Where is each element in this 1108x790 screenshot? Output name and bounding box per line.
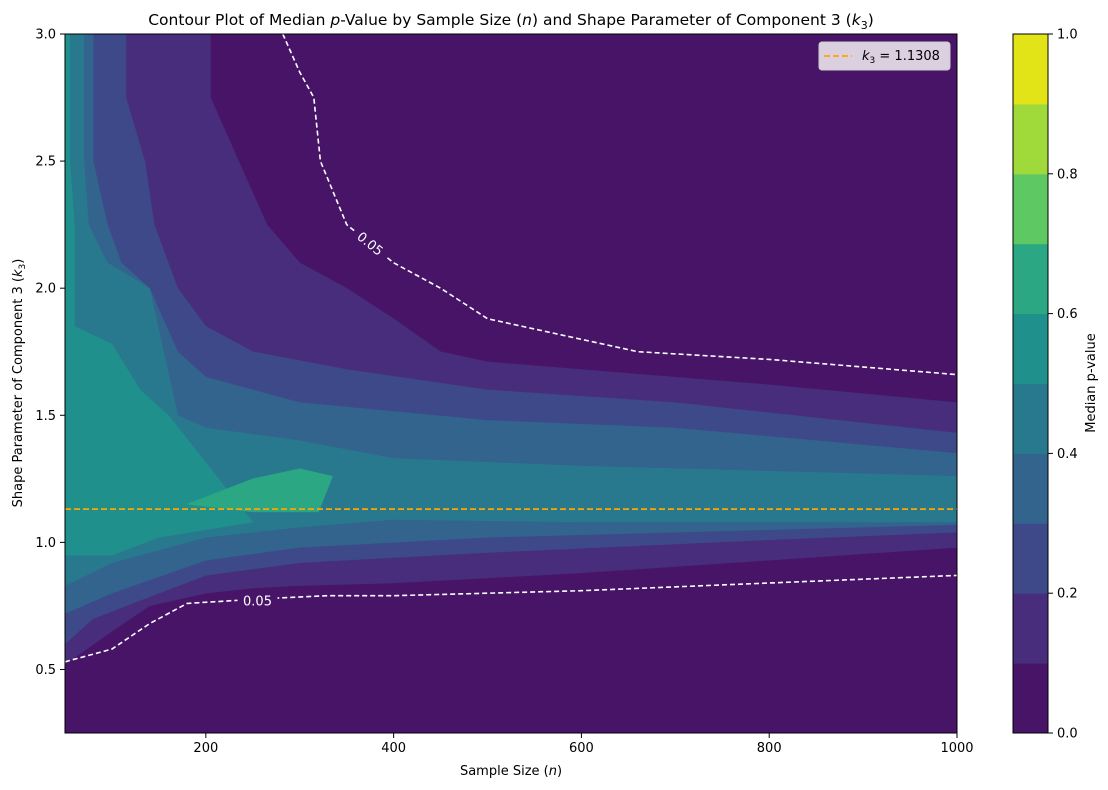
contour-label-upper-gap [349, 224, 392, 264]
x-tick-label: 1000 [940, 741, 973, 756]
legend-label: k3 = 1.1308 [862, 49, 940, 66]
colorbar-tick-label: 0.6 [1057, 307, 1078, 322]
colorbar-segment [1013, 34, 1048, 105]
x-axis: 200 400 600 800 1000 [193, 733, 974, 756]
colorbar-segment [1013, 173, 1048, 245]
contour-line-lower [65, 574, 957, 663]
contour-band-5 [65, 34, 254, 556]
x-axis-label: Sample Size (n) [460, 764, 562, 779]
y-tick-label: 2.0 [35, 282, 56, 297]
x-tick-label: 600 [569, 741, 594, 756]
contour-label-lower: 0.05 [243, 594, 272, 609]
colorbar-segment [1013, 663, 1048, 734]
contour-label-lower-gap [237, 591, 278, 610]
colorbar-frame [1012, 33, 1049, 734]
colorbar-tick-label: 0.4 [1057, 447, 1078, 462]
colorbar-segment [1013, 383, 1048, 454]
x-tick-label: 400 [381, 741, 406, 756]
x-tick-label: 200 [193, 741, 218, 756]
y-tick-label: 3.0 [35, 28, 56, 43]
contour-band-6 [187, 468, 333, 513]
contour-fills [65, 34, 957, 733]
y-tick-label: 1.5 [35, 409, 56, 424]
y-tick-label: 2.5 [35, 155, 56, 170]
y-axis: 0.5 1.0 1.5 2.0 2.5 3.0 [35, 28, 65, 678]
x-tick-label: 800 [757, 741, 782, 756]
colorbar-label: Median p-value [1084, 333, 1099, 433]
colorbar-segment [1013, 593, 1048, 664]
colorbar-tick-label: 0.2 [1057, 587, 1078, 602]
contour-line-upper [282, 34, 957, 376]
colorbar-segment [1013, 453, 1048, 524]
plot-frame [64, 33, 958, 734]
colorbar-tick-label: 1.0 [1057, 28, 1078, 43]
contour-band-4 [65, 34, 957, 586]
colorbar [1013, 34, 1048, 734]
legend: k3 = 1.1308 [818, 41, 951, 71]
chart-title: Contour Plot of Median p-Value by Sample… [148, 11, 874, 32]
contour-lines [65, 34, 957, 663]
y-tick-label: 0.5 [35, 663, 56, 678]
colorbar-tick-label: 0.0 [1057, 727, 1078, 742]
y-tick-label: 1.0 [35, 536, 56, 551]
legend-box [818, 41, 951, 71]
y-axis-label: Shape Parameter of Component 3 (k3) [11, 259, 28, 508]
colorbar-segment [1013, 313, 1048, 384]
colorbar-segment [1013, 523, 1048, 594]
colorbar-tick-label: 0.8 [1057, 167, 1078, 182]
colorbar-segment [1013, 243, 1048, 315]
colorbar-axis: 0.0 0.2 0.4 0.6 0.8 1.0 [1048, 28, 1078, 742]
plot-area [65, 34, 957, 733]
colorbar-segment [1013, 103, 1048, 175]
